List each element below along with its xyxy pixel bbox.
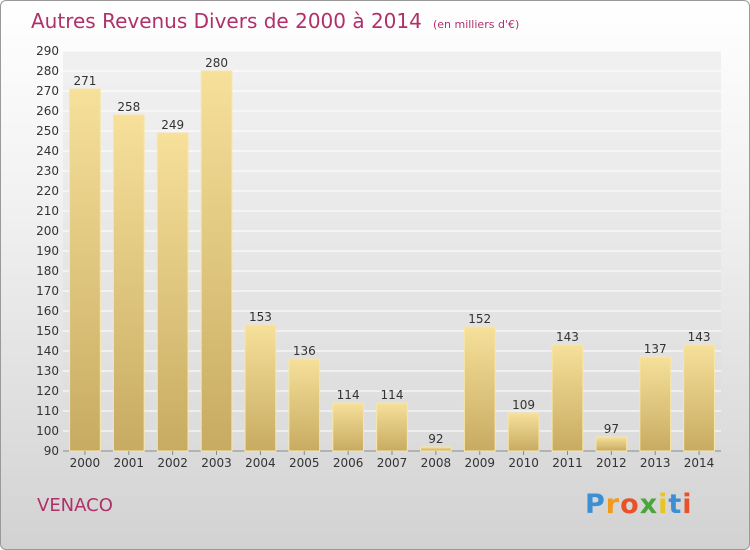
bar-value-label: 143 bbox=[556, 330, 579, 344]
y-tick-label: 240 bbox=[36, 144, 59, 158]
bar-value-label: 280 bbox=[205, 56, 228, 70]
y-tick-label: 200 bbox=[36, 224, 59, 238]
bar-value-label: 136 bbox=[293, 344, 316, 358]
x-tick-label: 2001 bbox=[114, 456, 145, 470]
x-tick-label: 2006 bbox=[333, 456, 364, 470]
bar-value-label: 97 bbox=[604, 422, 619, 436]
x-tick-label: 2014 bbox=[684, 456, 715, 470]
y-tick-label: 270 bbox=[36, 84, 59, 98]
logo-letter: P bbox=[585, 489, 606, 520]
logo-letter: t bbox=[668, 489, 683, 520]
y-tick-label: 190 bbox=[36, 244, 59, 258]
bar-value-label: 114 bbox=[381, 388, 404, 402]
bar bbox=[288, 358, 321, 452]
bar bbox=[376, 402, 408, 452]
logo-letter: x bbox=[639, 489, 659, 520]
bar-value-label: 137 bbox=[644, 342, 667, 356]
bar bbox=[463, 326, 496, 452]
y-tick-label: 210 bbox=[36, 204, 59, 218]
y-tick-label: 150 bbox=[36, 324, 59, 338]
proxiti-logo: Proxiti bbox=[585, 489, 693, 520]
x-tick-label: 2009 bbox=[464, 456, 495, 470]
y-tick-label: 260 bbox=[36, 104, 59, 118]
bar bbox=[595, 436, 628, 452]
logo-letter: o bbox=[620, 489, 640, 520]
bar-value-label: 114 bbox=[337, 388, 360, 402]
title-main: Autres Revenus Divers de 2000 à 2014 bbox=[31, 9, 422, 33]
bar-value-label: 271 bbox=[73, 74, 96, 88]
y-tick-label: 120 bbox=[36, 384, 59, 398]
y-tick-label: 140 bbox=[36, 344, 59, 358]
bar-value-label: 92 bbox=[428, 432, 443, 446]
bar bbox=[69, 88, 101, 452]
y-tick-label: 100 bbox=[36, 424, 59, 438]
x-tick-label: 2007 bbox=[377, 456, 408, 470]
bar-value-label: 109 bbox=[512, 398, 535, 412]
x-tick-label: 2010 bbox=[508, 456, 539, 470]
bar bbox=[200, 70, 233, 452]
x-tick-label: 2000 bbox=[70, 456, 101, 470]
x-tick-label: 2004 bbox=[245, 456, 276, 470]
bar-value-label: 152 bbox=[468, 312, 491, 326]
bar-value-label: 249 bbox=[161, 118, 184, 132]
y-tick-label: 230 bbox=[36, 164, 59, 178]
bar bbox=[156, 132, 189, 452]
bar bbox=[332, 402, 364, 452]
bar-value-label: 143 bbox=[688, 330, 711, 344]
title-subtitle: (en milliers d'€) bbox=[432, 18, 520, 31]
logo-letter: i bbox=[658, 489, 669, 520]
place-name: VENACO bbox=[37, 495, 113, 516]
bar bbox=[112, 114, 145, 452]
y-tick-label: 220 bbox=[36, 184, 59, 198]
bar bbox=[683, 344, 715, 452]
logo-letter: r bbox=[605, 489, 621, 520]
bar bbox=[244, 324, 277, 452]
y-tick-label: 280 bbox=[36, 64, 59, 78]
y-tick-label: 170 bbox=[36, 284, 59, 298]
x-tick-label: 2008 bbox=[421, 456, 452, 470]
bar-value-label: 153 bbox=[249, 310, 272, 324]
x-tick-label: 2002 bbox=[157, 456, 188, 470]
y-tick-label: 110 bbox=[36, 404, 59, 418]
x-tick-label: 2011 bbox=[552, 456, 583, 470]
x-tick-label: 2003 bbox=[201, 456, 232, 470]
bar bbox=[507, 412, 540, 452]
y-tick-label: 130 bbox=[36, 364, 59, 378]
y-tick-label: 160 bbox=[36, 304, 59, 318]
x-tick-label: 2012 bbox=[596, 456, 627, 470]
bar bbox=[420, 446, 452, 452]
bar-value-label: 258 bbox=[117, 100, 140, 114]
y-tick-label: 180 bbox=[36, 264, 59, 278]
y-tick-label: 290 bbox=[36, 44, 59, 58]
bar bbox=[551, 344, 584, 452]
y-tick-label: 90 bbox=[44, 444, 59, 458]
x-tick-label: 2005 bbox=[289, 456, 320, 470]
logo-letter: i bbox=[682, 489, 693, 520]
chart-title: Autres Revenus Divers de 2000 à 2014 (en… bbox=[31, 9, 519, 33]
bar bbox=[639, 356, 672, 452]
x-tick-label: 2013 bbox=[640, 456, 671, 470]
y-tick-label: 250 bbox=[36, 124, 59, 138]
